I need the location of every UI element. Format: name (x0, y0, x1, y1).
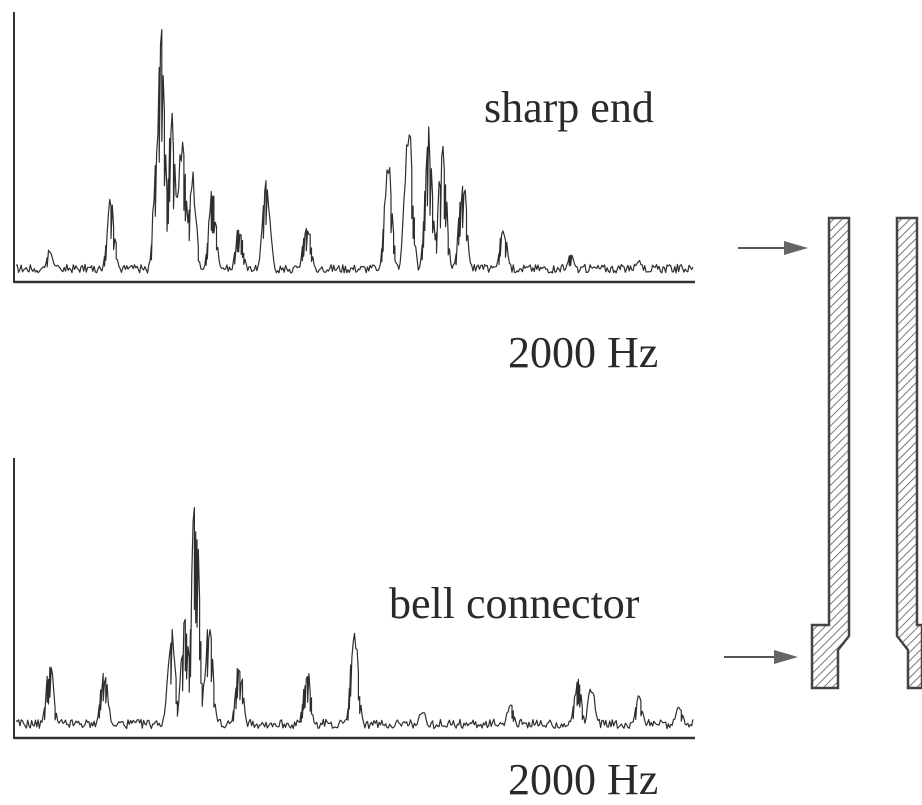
bell-connector-frequency-label: 2000 Hz (508, 755, 659, 804)
sharp-end-frequency-label: 2000 Hz (508, 328, 659, 377)
bell-connector-label: bell connector (389, 579, 640, 628)
sharp-end-label: sharp end (484, 83, 654, 132)
bell-connector-spectrum-trace (15, 507, 694, 730)
arrow-to-sharp-end (738, 241, 808, 255)
sharp-end-spectrum-plot (13, 12, 695, 284)
arrow-to-bell-connector (724, 650, 798, 664)
instrument-right-wall-section (895, 216, 922, 690)
bell-connector-spectrum-plot (13, 458, 695, 740)
instrument-left-wall-section (810, 216, 851, 690)
sharp-end-spectrum-trace (15, 29, 694, 274)
